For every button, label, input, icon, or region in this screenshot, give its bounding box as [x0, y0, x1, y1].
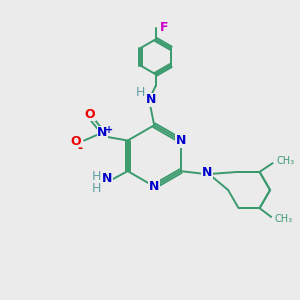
Text: N: N: [149, 180, 159, 193]
Text: -: -: [77, 142, 82, 155]
Text: N: N: [97, 126, 108, 139]
Text: O: O: [85, 108, 95, 121]
Text: N: N: [176, 134, 186, 147]
Text: H: H: [92, 169, 101, 183]
Text: H: H: [136, 86, 145, 99]
Text: CH₃: CH₃: [276, 156, 294, 166]
Text: N: N: [202, 166, 212, 179]
Text: F: F: [160, 21, 168, 34]
Text: N: N: [146, 93, 157, 106]
Text: +: +: [105, 125, 113, 135]
Text: N: N: [102, 172, 112, 185]
Text: O: O: [70, 136, 81, 148]
Text: H: H: [92, 182, 101, 195]
Text: CH₃: CH₃: [275, 214, 293, 224]
